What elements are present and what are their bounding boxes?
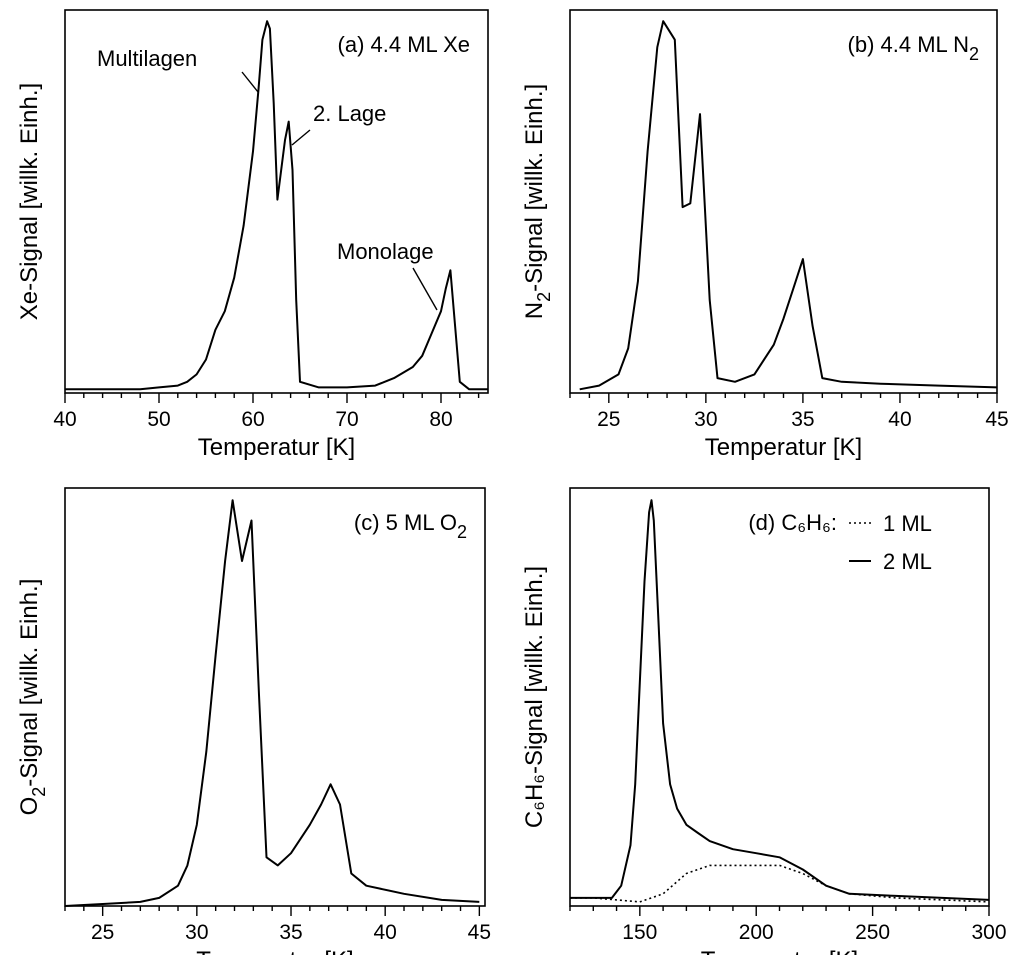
annotation-label: 2. Lage [313, 101, 386, 126]
x-tick-label: 30 [185, 921, 208, 944]
x-tick-label: 40 [373, 921, 396, 944]
x-axis-title: Temperatur [K] [198, 434, 355, 461]
y-axis-title-sub: 2 [534, 292, 554, 302]
panel-label: (d) C₆H₆: [748, 510, 837, 535]
y-axis-title: N2-Signal [willk. Einh.] [521, 84, 554, 319]
annotation-leader [291, 129, 311, 146]
y-axis-title-main: O [16, 797, 43, 816]
legend-label: 2 ML [883, 549, 932, 574]
panel-label: (b) 4.4 ML N2 [848, 32, 979, 64]
x-tick-label: 45 [985, 408, 1008, 431]
annotation-label: Monolage [337, 239, 434, 264]
panel-label: (a) 4.4 ML Xe [338, 32, 470, 57]
x-tick-label: 60 [241, 408, 264, 431]
x-tick-label: 25 [597, 408, 620, 431]
y-axis-title: Xe-Signal [willk. Einh.] [16, 83, 43, 320]
panel-label-main: (b) 4.4 ML N [848, 32, 969, 57]
panel-3: 150 200 250 300 Temperatur [K] C₆H₆-Signal [w… [521, 487, 1007, 955]
series-line-2-ml [570, 499, 990, 901]
x-axis-title: Temperatur [K] [701, 947, 858, 955]
x-tick-label: 45 [468, 921, 491, 944]
x-tick-label: 70 [335, 408, 358, 431]
plot-frame [64, 9, 489, 394]
panel-label: (c) 5 ML O2 [354, 510, 467, 542]
panel-label-sub: 2 [969, 44, 979, 64]
y-axis-title: C₆H₆-Signal [willk. Einh.] [521, 566, 548, 828]
x-tick-label: 200 [739, 921, 774, 944]
x-tick-label: 40 [53, 408, 76, 431]
x-axis-title: Temperatur [K] [196, 947, 353, 955]
x-tick-label: 40 [888, 408, 911, 431]
plot-frame [569, 9, 998, 394]
legend-label: 1 ML [883, 511, 932, 536]
series-line-0 [579, 20, 998, 391]
y-axis-title-sub: 2 [29, 787, 49, 797]
x-tick-label: 50 [147, 408, 170, 431]
y-axis-title-rest: -Signal [willk. Einh.] [16, 579, 43, 787]
x-tick-label: 80 [429, 408, 452, 431]
x-tick-label: 25 [91, 921, 114, 944]
annotation-label: Multilagen [97, 46, 197, 71]
annotation-leader [412, 267, 438, 311]
panel-0: 40 50 60 70 80 Temperatur [K] Xe-Signal [willk… [16, 9, 489, 461]
x-tick-label: 250 [855, 921, 890, 944]
x-tick-label: 35 [279, 921, 302, 944]
y-axis-title: O2-Signal [willk. Einh.] [16, 579, 49, 816]
x-tick-label: 150 [622, 921, 657, 944]
x-tick-label: 30 [694, 408, 717, 431]
panel-label-sub: 2 [457, 522, 467, 542]
y-axis-title-rest: -Signal [willk. Einh.] [521, 84, 548, 292]
series-line-0 [64, 499, 480, 907]
panel-label-main: (c) 5 ML O [354, 510, 457, 535]
y-axis-title-main: N [521, 302, 548, 319]
x-axis-title: Temperatur [K] [705, 434, 862, 461]
plot-frame [64, 487, 486, 907]
x-tick-label: 35 [791, 408, 814, 431]
series-line-1-ml [570, 864, 990, 903]
x-tick-label: 300 [971, 921, 1006, 944]
annotation-leader [241, 71, 259, 93]
series-line-0 [65, 20, 488, 391]
